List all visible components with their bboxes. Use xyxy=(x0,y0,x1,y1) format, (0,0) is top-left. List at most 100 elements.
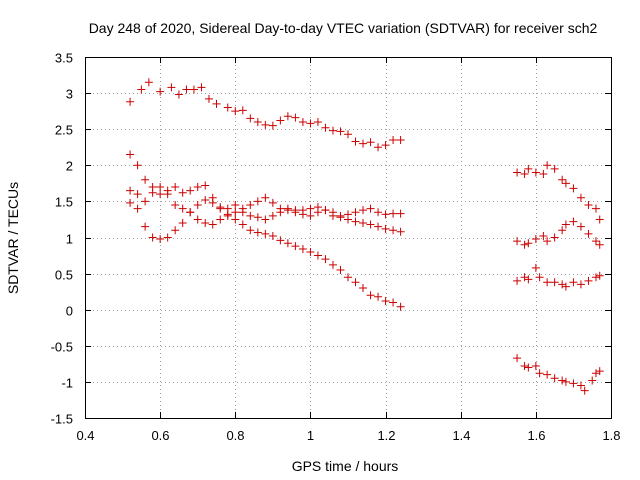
data-point xyxy=(584,229,593,238)
data-point xyxy=(306,119,315,128)
data-point xyxy=(313,117,322,126)
y-tick-label: -1.5 xyxy=(51,412,73,427)
series-sat-b xyxy=(126,150,405,311)
data-point xyxy=(336,265,345,274)
data-point xyxy=(543,370,552,379)
data-point xyxy=(576,280,585,289)
data-point xyxy=(595,215,604,224)
data-point xyxy=(268,198,277,207)
x-tick-label: 1.2 xyxy=(377,428,395,443)
data-point xyxy=(576,222,585,231)
data-point xyxy=(283,204,292,213)
y-tick-label: 1.5 xyxy=(55,195,73,210)
series-sat-h xyxy=(513,354,604,395)
data-point xyxy=(531,362,540,371)
data-point xyxy=(268,232,277,241)
data-point xyxy=(524,363,533,372)
data-point xyxy=(167,83,176,92)
data-point xyxy=(569,278,578,287)
data-point xyxy=(276,208,285,217)
data-point xyxy=(223,103,232,112)
data-point xyxy=(148,188,157,197)
data-point xyxy=(238,220,247,229)
data-point xyxy=(283,239,292,248)
data-point xyxy=(539,232,548,241)
data-point xyxy=(584,201,593,210)
data-point xyxy=(186,186,195,195)
data-point xyxy=(156,234,165,243)
data-point xyxy=(539,169,548,178)
data-point xyxy=(558,226,567,235)
data-point xyxy=(558,376,567,385)
data-point xyxy=(569,379,578,388)
data-point xyxy=(148,233,157,242)
data-point xyxy=(126,186,135,195)
data-point xyxy=(171,226,180,235)
data-point xyxy=(137,85,146,94)
data-point xyxy=(231,215,240,224)
data-point xyxy=(133,204,142,213)
data-point xyxy=(336,213,345,222)
data-point xyxy=(126,198,135,207)
y-axis-label: SDTVAR / TECUs xyxy=(5,182,21,294)
data-point xyxy=(513,354,522,363)
data-point xyxy=(261,229,270,238)
data-point xyxy=(246,114,255,123)
data-point xyxy=(208,220,217,229)
data-point xyxy=(171,201,180,210)
data-point xyxy=(238,208,247,217)
data-point xyxy=(591,237,600,246)
data-point xyxy=(201,181,210,190)
data-point xyxy=(204,94,213,103)
y-tick-label: 0 xyxy=(66,304,73,319)
data-point xyxy=(291,242,300,251)
data-point xyxy=(253,228,262,237)
data-point xyxy=(595,271,604,280)
data-point xyxy=(520,240,529,249)
data-point xyxy=(513,276,522,285)
data-point xyxy=(321,255,330,264)
data-point xyxy=(238,106,247,115)
data-point xyxy=(261,215,270,224)
data-point xyxy=(558,175,567,184)
data-point xyxy=(535,369,544,378)
data-point xyxy=(246,226,255,235)
data-point xyxy=(531,263,540,272)
data-point xyxy=(298,210,307,219)
data-point xyxy=(291,206,300,215)
data-point xyxy=(156,182,165,191)
x-axis-label: GPS time / hours xyxy=(292,458,399,474)
data-point xyxy=(253,117,262,126)
data-point xyxy=(561,282,570,291)
data-point xyxy=(276,116,285,125)
data-point xyxy=(216,203,225,212)
y-tick-label: 2.5 xyxy=(55,123,73,138)
data-point xyxy=(216,215,225,224)
data-point xyxy=(366,138,375,147)
data-point xyxy=(351,217,360,226)
series-sat-f xyxy=(513,217,604,249)
series-sat-c xyxy=(126,182,405,236)
data-point xyxy=(513,168,522,177)
data-point xyxy=(550,374,559,383)
data-point xyxy=(306,247,315,256)
chart-title: Day 248 of 2020, Sidereal Day-to-day VTE… xyxy=(89,20,598,36)
data-point xyxy=(576,193,585,202)
y-tick-label: -1 xyxy=(61,376,73,391)
data-point xyxy=(359,219,368,228)
data-point xyxy=(381,141,390,150)
data-point xyxy=(366,204,375,213)
data-point xyxy=(163,233,172,242)
data-point xyxy=(336,127,345,136)
data-point xyxy=(561,220,570,229)
x-tick-label: 1 xyxy=(307,428,314,443)
data-point xyxy=(389,298,398,307)
data-point xyxy=(182,85,191,94)
data-point xyxy=(531,234,540,243)
data-point xyxy=(520,362,529,371)
data-point xyxy=(321,123,330,132)
data-point xyxy=(584,276,593,285)
data-point xyxy=(156,190,165,199)
data-point xyxy=(374,143,383,152)
data-point xyxy=(261,193,270,202)
